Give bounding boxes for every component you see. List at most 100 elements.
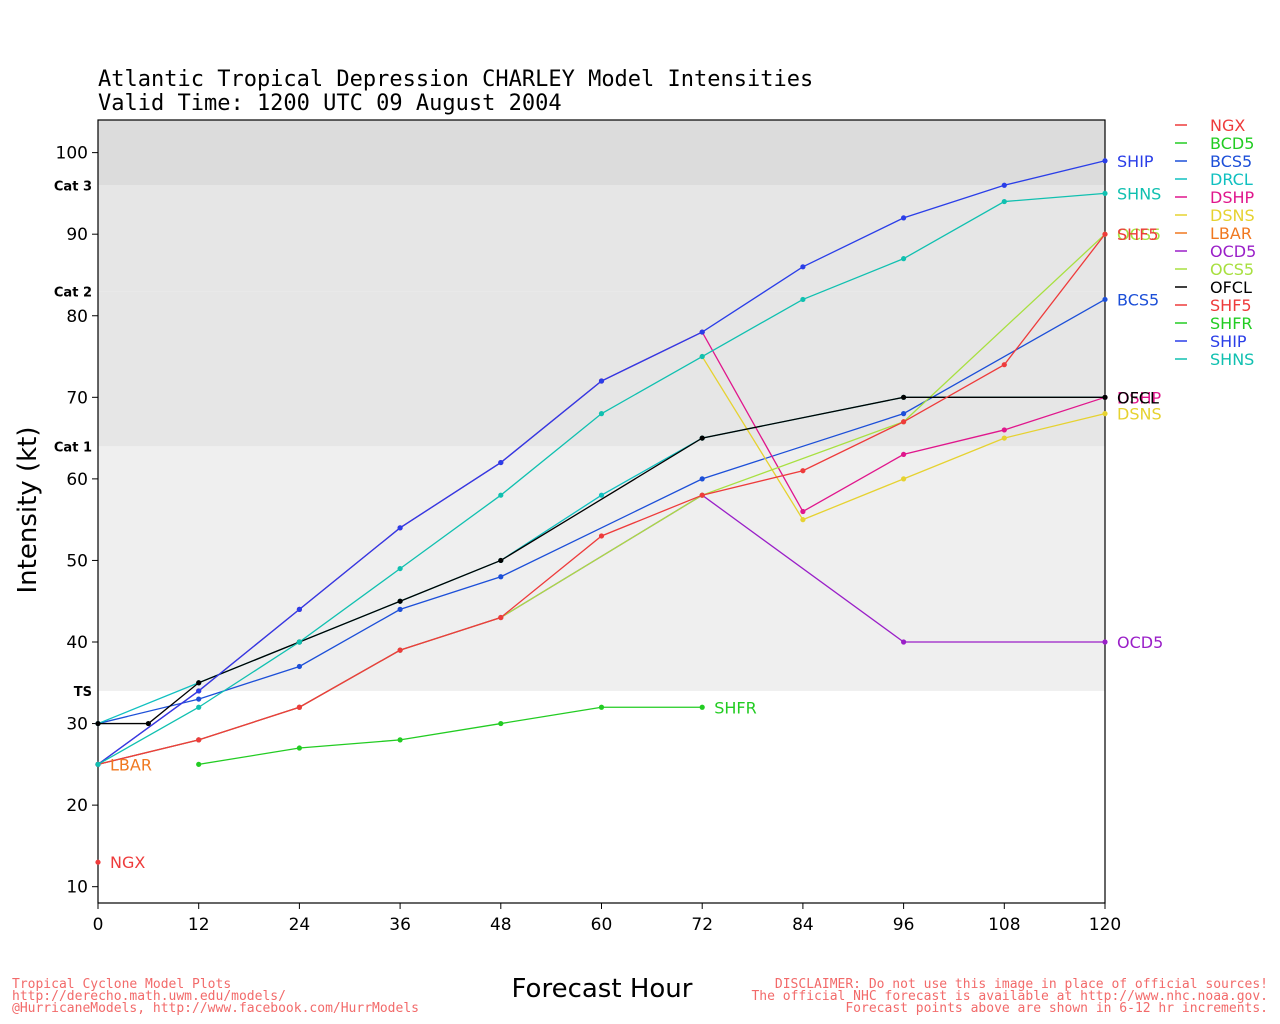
legend-item-ofcl: OFCL <box>1175 278 1252 297</box>
series-shf5 <box>95 231 1108 767</box>
data-point-shns <box>498 492 504 498</box>
x-tick-label: 36 <box>389 915 411 935</box>
data-point-shfr <box>296 745 302 751</box>
category-labels: TS Cat 1 Cat 2 Cat 3 <box>54 179 92 700</box>
data-point-dsns <box>1001 435 1007 441</box>
data-point-shf5 <box>196 737 202 743</box>
legend-label: DSNS <box>1210 206 1255 225</box>
data-point-bcs5 <box>296 663 302 670</box>
data-point-ofcl <box>145 720 151 727</box>
footer-right-line-1: DISCLAIMER: Do not use this image in pla… <box>775 977 1268 992</box>
data-point-shf5 <box>800 468 806 474</box>
end-label-ofcl: OFCL <box>1117 388 1159 407</box>
data-point-bcs5 <box>1102 296 1108 303</box>
x-tick-label: 84 <box>792 915 814 935</box>
y-tick-label: 70 <box>66 388 88 408</box>
series-line-bcs5 <box>97 298 1106 725</box>
x-tick-label: 0 <box>93 915 104 935</box>
x-tick-label: 72 <box>691 915 713 935</box>
series-lines <box>95 158 1108 865</box>
x-tick-label: 24 <box>289 915 311 935</box>
data-point-ship <box>598 378 605 384</box>
y-tick-label: 10 <box>66 878 88 898</box>
end-label-ocd5: OCD5 <box>1117 633 1163 652</box>
legend-item-shfr: SHFR <box>1175 314 1253 333</box>
y-tick-label: 90 <box>66 225 88 245</box>
chart-subtitle: Valid Time: 1200 UTC 09 August 2004 <box>98 91 562 116</box>
data-point-shf5 <box>1102 231 1108 237</box>
series-line-shfr <box>198 706 703 765</box>
data-point-shns <box>397 565 403 572</box>
data-point-bcs5 <box>397 606 403 612</box>
legend-label: SHIP <box>1210 332 1247 351</box>
legend-item-bcd5: BCD5 <box>1175 134 1254 153</box>
end-label-bcs5: BCS5 <box>1117 290 1159 309</box>
footer-left-line-2: http://derecho.math.uwm.edu/models/ <box>12 989 286 1004</box>
y-tick-label: 30 <box>66 715 88 735</box>
footer-right-line-3: Forecast points above are shown in 6-12 … <box>845 1001 1268 1016</box>
data-point-shns <box>95 761 101 767</box>
footer-left-line-1: Tropical Cyclone Model Plots <box>12 977 231 992</box>
legend-label: NGX <box>1210 116 1245 135</box>
data-point-shfr <box>498 720 504 727</box>
band-cat-2 <box>98 185 1105 292</box>
intensity-bands <box>98 120 1105 691</box>
data-point-dsns <box>901 476 907 482</box>
band-cat-1 <box>98 291 1105 447</box>
data-point-shf5 <box>699 492 705 498</box>
footer-left: Tropical Cyclone Model Plots http://dere… <box>12 977 419 1016</box>
data-point-shns <box>1001 198 1007 205</box>
data-point-ocd5 <box>1102 639 1108 645</box>
y-tick-label: 40 <box>66 633 88 653</box>
data-point-ofcl <box>699 435 705 441</box>
x-axis-title: Forecast Hour <box>512 974 693 1004</box>
legend-label: BCD5 <box>1210 134 1254 153</box>
legend-label: SHNS <box>1210 350 1254 369</box>
data-point-shns <box>196 704 202 710</box>
footer-right-line-2: The official NHC forecast is available a… <box>751 989 1268 1004</box>
data-point-ofcl <box>498 557 504 564</box>
end-label-ocs5: OCS5 <box>1117 225 1161 244</box>
data-point-ofcl <box>95 720 101 727</box>
series-shns <box>95 190 1108 767</box>
data-point-shfr <box>598 704 605 710</box>
data-point-ocd5 <box>901 639 907 645</box>
data-point-ship <box>498 459 504 466</box>
x-tick-label: 12 <box>188 915 210 935</box>
legend-label: OFCL <box>1210 278 1252 297</box>
x-tick-label: 60 <box>591 915 613 935</box>
data-point-shns <box>296 639 302 645</box>
x-tick-label: 120 <box>1089 915 1121 935</box>
data-point-bcs5 <box>196 696 202 702</box>
data-point-ship <box>901 215 907 221</box>
data-point-shf5 <box>498 614 504 621</box>
legend-item-dshp: DSHP <box>1175 188 1255 207</box>
data-point-shns <box>1102 190 1108 197</box>
series-shfr <box>196 704 705 767</box>
series-ship <box>95 158 1108 767</box>
data-point-shf5 <box>397 647 403 653</box>
y-tick-label: 20 <box>66 796 88 816</box>
data-point-bcs5 <box>901 411 907 417</box>
legend-item-bcs5: BCS5 <box>1175 152 1252 171</box>
data-point-ofcl <box>196 680 202 686</box>
data-point-ship <box>699 329 705 335</box>
end-label-shf5: SHF5 <box>1117 225 1159 244</box>
end-label-dshp: DSHP <box>1117 388 1162 407</box>
legend-item-shf5: SHF5 <box>1175 296 1252 315</box>
legend-item-dsns: DSNS <box>1175 206 1255 225</box>
data-point-shns <box>598 411 605 417</box>
data-point-ofcl <box>397 598 403 604</box>
legend-label: SHF5 <box>1210 296 1252 315</box>
category-label-cat-2: Cat 2 <box>54 285 92 300</box>
legend-item-shns: SHNS <box>1175 350 1254 369</box>
legend-item-lbar: LBAR <box>1175 224 1252 243</box>
footer-left-line-3: @HurricaneModels, http://www.facebook.co… <box>12 1001 419 1016</box>
x-tick-label: 48 <box>490 915 512 935</box>
data-point-drcl <box>598 492 605 498</box>
data-point-bcs5 <box>498 574 504 580</box>
data-point-shfr <box>699 704 705 710</box>
legend-label: DSHP <box>1210 188 1255 207</box>
